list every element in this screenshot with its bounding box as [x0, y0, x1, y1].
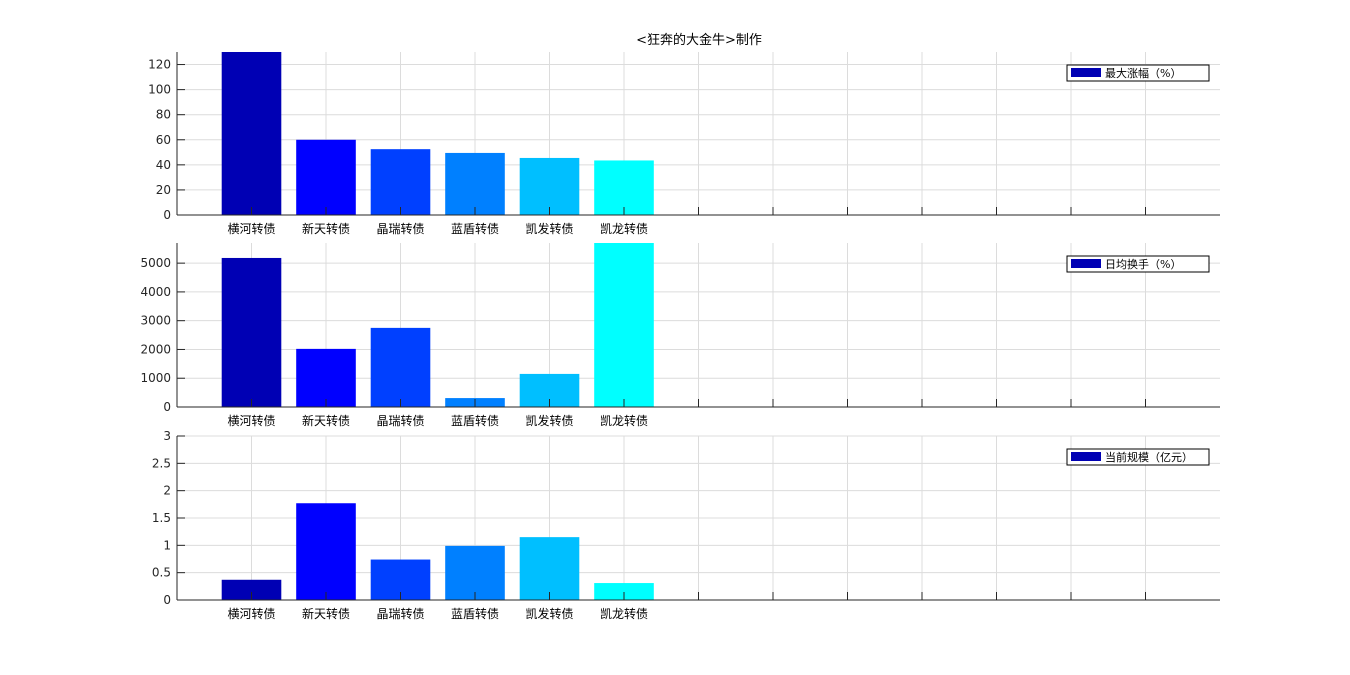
- bar-凯发转债: [519, 157, 580, 215]
- y-tick-label: 1: [163, 538, 171, 552]
- y-tick-label: 40: [156, 158, 171, 172]
- x-tick-label: 蓝盾转债: [451, 606, 499, 621]
- x-tick-label: 新天转债: [302, 413, 350, 428]
- bar-横河转债: [221, 52, 282, 215]
- bar-series: [221, 243, 654, 407]
- legend-box: [1066, 64, 1210, 82]
- bar-晶瑞转债: [370, 149, 431, 215]
- y-tick-label: 80: [156, 108, 171, 122]
- x-tick-label: 凯发转债: [525, 413, 573, 428]
- bar-晶瑞转债: [370, 327, 431, 407]
- y-tick-label: 2.5: [152, 456, 171, 470]
- x-tick-label: 凯发转债: [525, 606, 573, 621]
- x-tick-label: 凯龙转债: [600, 221, 648, 236]
- legend-label: 最大涨幅（%）: [1105, 66, 1181, 80]
- x-tick-label: 晶瑞转债: [376, 221, 424, 236]
- bar-新天转债: [296, 139, 356, 215]
- bar-新天转债: [296, 348, 356, 407]
- y-tick-label: 4000: [140, 285, 171, 299]
- y-tick-label: 0: [163, 400, 171, 414]
- x-tick-label: 横河转债: [227, 606, 275, 621]
- y-tick-label: 20: [156, 183, 171, 197]
- y-tick-label: 0: [163, 593, 171, 607]
- bar-蓝盾转债: [445, 152, 505, 215]
- y-tick-label: 100: [148, 83, 171, 97]
- y-tick-label: 1.5: [152, 511, 171, 525]
- legend-label: 日均换手（%）: [1105, 257, 1181, 271]
- x-tick-label: 新天转债: [302, 606, 350, 621]
- legend-swatch: [1071, 259, 1101, 268]
- legend-label: 当前规模（亿元）: [1105, 450, 1193, 464]
- figure-title: <狂奔的大金牛>制作: [636, 32, 762, 48]
- x-tick-label: 凯发转债: [525, 221, 573, 236]
- x-tick-label: 蓝盾转债: [451, 221, 499, 236]
- x-tick-label: 凯龙转债: [600, 606, 648, 621]
- bar-横河转债: [221, 579, 282, 600]
- legend: 日均换手（%）: [1066, 255, 1210, 273]
- x-tick-label: 横河转债: [227, 413, 275, 428]
- legend-box: [1066, 448, 1210, 466]
- x-tick-label: 凯龙转债: [600, 413, 648, 428]
- x-tick-label: 蓝盾转债: [451, 413, 499, 428]
- y-tick-label: 5000: [140, 256, 171, 270]
- bar-凯龙转债: [594, 583, 654, 600]
- x-tick-label: 新天转债: [302, 221, 350, 236]
- legend-box: [1066, 255, 1210, 273]
- x-tick-label: 横河转债: [227, 221, 275, 236]
- y-tick-label: 2000: [140, 342, 171, 356]
- bar-新天转债: [296, 503, 356, 600]
- bar-凯龙转债: [594, 160, 654, 215]
- subplot-2: 0 1000 2000 3000 4000 5000 横河转债 新天转债 晶瑞转债 蓝盾转债 凯发转…: [140, 243, 1220, 428]
- y-tick-label: 3000: [140, 314, 171, 328]
- bar-series: [221, 503, 654, 600]
- subplot-3: 0 0.5 1 1.5 2 2.5 3 横河转债 新天转债 晶瑞转债 蓝盾转债 凯发转债 凯龙转债 当前规…: [152, 429, 1220, 621]
- bar-蓝盾转债: [445, 545, 505, 600]
- bar-凯发转债: [519, 537, 580, 600]
- y-tick-label: 120: [148, 58, 171, 72]
- y-tick-label: 0: [163, 208, 171, 222]
- y-tick-label: 1000: [140, 371, 171, 385]
- legend: 当前规模（亿元）: [1066, 448, 1210, 466]
- legend: 最大涨幅（%）: [1066, 64, 1210, 82]
- y-tick-label: 60: [156, 133, 171, 147]
- y-tick-label: 0.5: [152, 566, 171, 580]
- x-tick-label: 晶瑞转债: [376, 606, 424, 621]
- bar-横河转债: [221, 257, 282, 407]
- x-tick-label: 晶瑞转债: [376, 413, 424, 428]
- bar-series: [221, 52, 654, 215]
- bar-凯龙转债: [594, 243, 654, 407]
- legend-swatch: [1071, 452, 1101, 461]
- y-tick-label: 3: [163, 429, 171, 443]
- subplot-1: 0 20 40 60 80 100 120 横河转债 新天转债 晶瑞转债 蓝盾转债 凯发转债 凯龙转债 最…: [148, 52, 1220, 236]
- y-tick-label: 2: [163, 484, 171, 498]
- legend-swatch: [1071, 68, 1101, 77]
